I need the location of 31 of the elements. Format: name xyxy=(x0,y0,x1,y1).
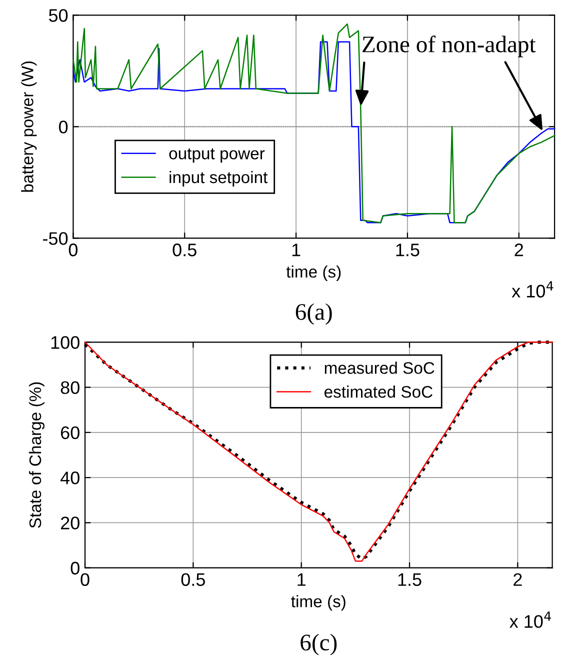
y-tick-label: 20 xyxy=(60,516,80,530)
y-axis-title: battery power (W) xyxy=(21,61,37,192)
y-tick-label: -50 xyxy=(43,232,68,245)
legend-label: output power xyxy=(169,148,265,163)
text: 6(a) xyxy=(296,303,332,325)
x-tick-label: 0.5 xyxy=(181,573,205,586)
x-tick-label: 2 xyxy=(514,244,524,256)
y-axis-title: State of Charge (%) xyxy=(28,382,44,528)
x-axis-title: time (s) xyxy=(291,595,346,611)
legend-label: estimated SoC xyxy=(324,386,432,398)
annotation: Zone of non-adapt xyxy=(362,36,536,58)
x-axis-title: time (s) xyxy=(286,265,341,281)
x-tick-label: 1.5 xyxy=(398,573,422,586)
legend-label: input setpoint xyxy=(170,170,268,187)
y-tick-label: 50 xyxy=(48,9,68,22)
x-tick-label: 2 xyxy=(514,573,522,586)
y-tick-label: 60 xyxy=(60,426,80,440)
text: 6(c) xyxy=(300,634,337,656)
y-tick-label: 0 xyxy=(70,562,80,575)
y-tick-label: 0 xyxy=(58,120,68,134)
x-tick-label: 0.5 xyxy=(172,244,196,256)
legend-label: measured SoC xyxy=(324,362,434,374)
y-tick-label: 100 xyxy=(51,336,80,349)
y-tick-label: 80 xyxy=(60,381,80,394)
y-tick-label: 40 xyxy=(60,472,80,484)
text: x 10$^{4}$ xyxy=(512,281,554,298)
x-tick-label: 1 xyxy=(292,244,300,256)
x-tick-label: 1.5 xyxy=(396,244,420,256)
x-tick-label: 1 xyxy=(298,573,306,586)
x-tick-label: 0 xyxy=(80,573,90,586)
text: x 10$^{4}$ xyxy=(510,612,551,628)
